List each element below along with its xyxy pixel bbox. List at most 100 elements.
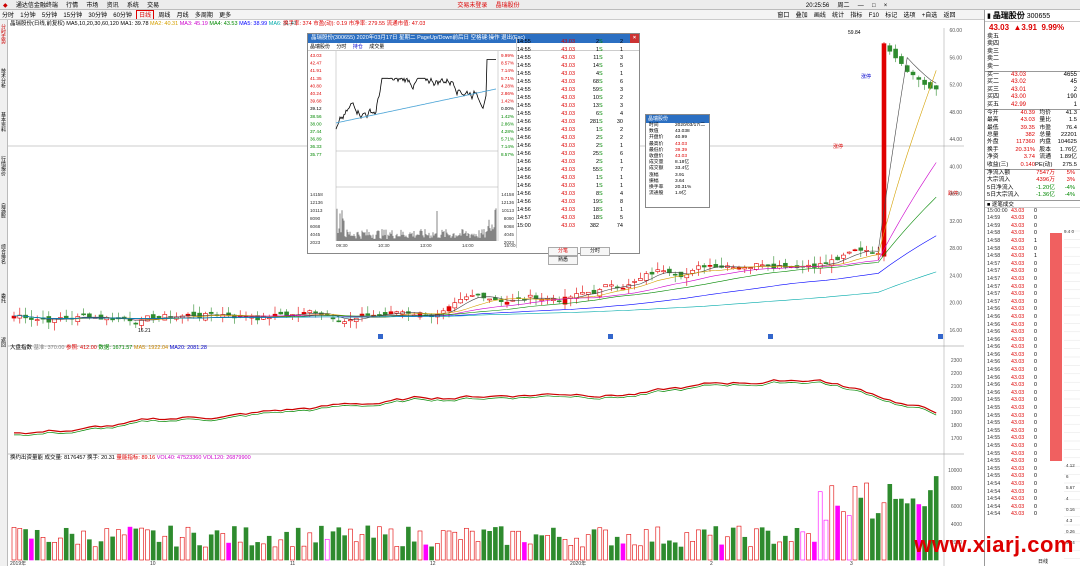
- tool-button[interactable]: 画线: [813, 13, 826, 19]
- popup-tab[interactable]: 成交量: [369, 44, 385, 50]
- cell: 1.76亿: [1059, 146, 1077, 153]
- trade-list[interactable]: 14:55 43.03 2S 2 14:55 43.03 1S 1 14:55 43.03 11S 3…: [516, 38, 640, 248]
- chart-svg[interactable]: 59.8416.21涨停涨停跌停60.0056.0052.0048.0044.0…: [8, 20, 964, 566]
- left-nav-item[interactable]: 技术分析: [0, 68, 6, 88]
- tool-button[interactable]: 叠加: [795, 13, 808, 19]
- volume-bar: [835, 505, 840, 561]
- tick-row: 14:56 43.03 0: [985, 382, 1037, 390]
- candle: [661, 270, 666, 273]
- period-tab[interactable]: 30分钟: [88, 13, 108, 19]
- volume-bar: [678, 546, 684, 561]
- popup-close-icon[interactable]: ×: [630, 34, 639, 43]
- left-nav-item[interactable]: 综合排名: [0, 244, 6, 264]
- period-tab[interactable]: 分时: [2, 13, 15, 19]
- maximize-button[interactable]: □: [871, 3, 876, 9]
- tool-button[interactable]: 选项: [903, 13, 916, 19]
- popup-titlebar[interactable]: × 晶瑞股份(300655) 2020年03月17日 星期二 PageUp/Dow…: [308, 34, 639, 43]
- volume-bar: [823, 519, 829, 561]
- close-button[interactable]: ×: [883, 3, 888, 9]
- menu-app[interactable]: 通达信金融终端: [15, 3, 58, 9]
- cell: 43.03: [1011, 435, 1025, 442]
- volume-bar: [881, 502, 887, 561]
- period-tab[interactable]: 月线: [176, 13, 189, 19]
- left-nav-item[interactable]: 分时走势: [0, 24, 6, 44]
- period-tab[interactable]: 多周期: [194, 13, 213, 19]
- period-tab[interactable]: 周线: [158, 13, 171, 19]
- tool-button[interactable]: 返回: [943, 13, 956, 19]
- extra-value: 市盈(动): 0.19: [313, 21, 348, 27]
- volume-bar: [817, 491, 823, 561]
- volume-bar: [145, 529, 150, 561]
- period-tab[interactable]: 1分钟: [20, 13, 36, 19]
- menu-trade[interactable]: 交易: [147, 3, 160, 9]
- cell: 1: [1034, 237, 1037, 244]
- popup-button[interactable]: 分笔: [548, 247, 578, 256]
- volume-bar: [759, 527, 765, 561]
- period-tab[interactable]: 15分钟: [63, 13, 83, 19]
- trade-cell: 8: [619, 199, 623, 205]
- candle: [562, 296, 568, 305]
- event-marker: [938, 334, 943, 339]
- popup-tab[interactable]: 持仓: [352, 44, 363, 50]
- volume-bar: [928, 490, 933, 561]
- tool-button[interactable]: 统计: [832, 13, 845, 19]
- cell: 14:57: [987, 268, 1001, 275]
- chart-area[interactable]: 晶瑞股份(日线,前复权) MA5,10,20,30,60,120 MA1: 39…: [8, 20, 964, 566]
- menu-system[interactable]: 系统: [126, 3, 139, 9]
- volume-bar: [800, 531, 806, 561]
- y-tick: 60.00: [949, 28, 962, 34]
- tick-row: 14:56 43.03 0: [985, 329, 1037, 337]
- tool-button[interactable]: 窗口: [777, 13, 790, 19]
- trade-cell: 1: [595, 183, 599, 189]
- trade-cell: 43.03: [561, 119, 575, 125]
- intraday-vol-tick: 12136: [310, 200, 323, 205]
- period-tab[interactable]: 更多: [219, 13, 232, 19]
- candle: [539, 299, 545, 301]
- intraday-price-tick: 39.12: [310, 106, 322, 111]
- candle: [11, 315, 17, 319]
- candle: [388, 311, 394, 315]
- left-nav-item[interactable]: 委托: [0, 293, 6, 303]
- period-tab[interactable]: 60分钟: [113, 13, 132, 19]
- tool-button[interactable]: +自选: [921, 13, 938, 19]
- tool-button[interactable]: F10: [868, 13, 880, 19]
- left-nav-item[interactable]: 基本资料: [0, 112, 6, 132]
- tick-row: 14:58 43.03 1: [985, 253, 1037, 261]
- trade-cell: 6: [619, 151, 623, 157]
- index-line: [13, 379, 937, 435]
- left-nav-item[interactable]: 返回: [0, 337, 6, 347]
- y-tick: 2000: [951, 397, 962, 403]
- intraday-chart[interactable]: 43.03 42.47 41.91 41.35 40.80 40.24 39.68 39.12…: [308, 51, 516, 254]
- popup-tab[interactable]: 晶瑞股份: [310, 44, 331, 50]
- depth-bar: [1050, 233, 1062, 461]
- minimize-button[interactable]: —: [857, 3, 864, 9]
- menu-quote[interactable]: 行情: [66, 3, 79, 9]
- cell: 20.31%: [1015, 146, 1035, 153]
- intraday-popup-window[interactable]: × 晶瑞股份(300655) 2020年03月17日 星期二 PageUp/Dow…: [307, 33, 640, 265]
- order-buy-row: 买三 43.01 2: [985, 87, 1080, 94]
- menu-market[interactable]: 市场: [86, 3, 99, 9]
- left-nav-item[interactable]: 自选股: [0, 202, 6, 218]
- period-tab-daily[interactable]: 日线: [136, 10, 155, 19]
- tick-list[interactable]: 15:00:00 43.03 0 14:59 43.03 0 14:59 43.03 0 14:5…: [985, 208, 1037, 519]
- tool-button[interactable]: 指标: [850, 13, 863, 19]
- popup-tab[interactable]: 分时: [336, 44, 347, 50]
- trade-row: 14:56 43.03 55S 7: [517, 166, 640, 174]
- period-tab[interactable]: 5分钟: [41, 13, 58, 19]
- candle: [133, 322, 139, 325]
- volume-bar: [185, 526, 191, 561]
- trade-cell: 14:56: [517, 143, 531, 149]
- trade-cell: S: [599, 95, 603, 101]
- popup-button[interactable]: 分时: [580, 247, 610, 256]
- trade-login-status[interactable]: 交易未登录: [457, 3, 488, 9]
- cell: 今开: [987, 109, 999, 116]
- popup-button[interactable]: 熟悉: [548, 256, 578, 265]
- cell: 量比: [1039, 117, 1051, 124]
- tick-row: 14:54 43.03 0: [985, 481, 1037, 489]
- menu-news[interactable]: 资讯: [106, 3, 119, 9]
- left-nav-item[interactable]: 行情报价: [0, 156, 6, 176]
- tool-button[interactable]: 标记: [885, 13, 898, 19]
- cell: 0: [1034, 275, 1037, 282]
- volume-bar: [701, 529, 707, 561]
- cell: 43.03: [1011, 207, 1025, 214]
